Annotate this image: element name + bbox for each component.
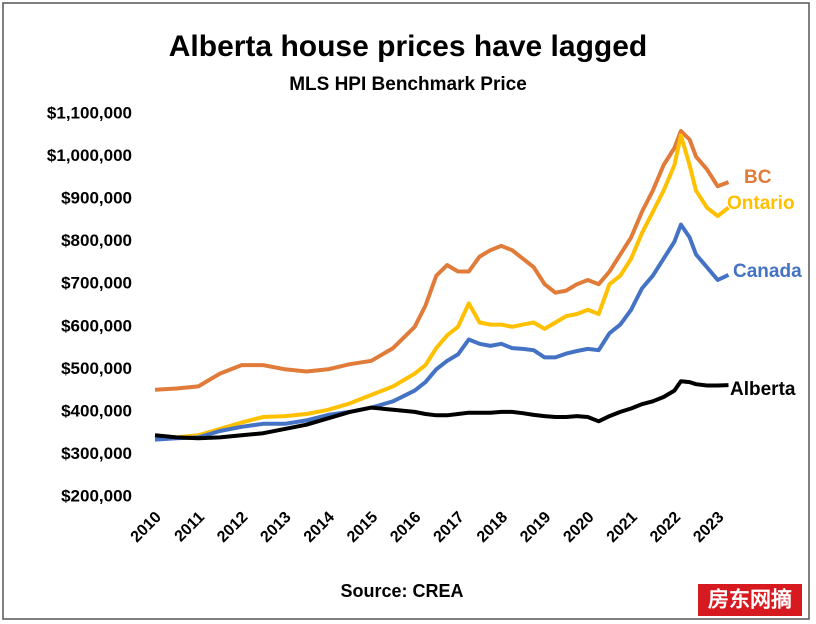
series-line [154, 222, 730, 442]
y-tick-label: $300,000 [61, 444, 132, 463]
legend-label: Alberta [730, 379, 796, 400]
y-tick-label: $1,000,000 [47, 146, 132, 165]
y-tick-label: $900,000 [61, 189, 132, 208]
legend-label: Canada [733, 261, 802, 282]
y-tick-label: $1,100,000 [47, 103, 132, 122]
watermark: 房东网摘 [708, 588, 792, 612]
watermark-box [698, 584, 802, 616]
chart-subtitle: MLS HPI Benchmark Price [289, 74, 527, 95]
y-tick-label: $600,000 [61, 316, 132, 335]
legend-label: Ontario [727, 193, 795, 214]
source-note: Source: CREA [340, 581, 463, 601]
y-tick-label: $400,000 [61, 401, 132, 420]
y-tick-label: $800,000 [61, 231, 132, 250]
y-tick-label: $700,000 [61, 274, 132, 293]
chart-title: Alberta house prices have lagged [169, 30, 648, 63]
series-line [154, 379, 729, 441]
y-tick-label: $200,000 [61, 486, 132, 505]
series-line [154, 129, 730, 392]
y-tick-label: $500,000 [61, 359, 132, 378]
series-line [155, 133, 730, 440]
legend-label: BC [744, 167, 772, 188]
